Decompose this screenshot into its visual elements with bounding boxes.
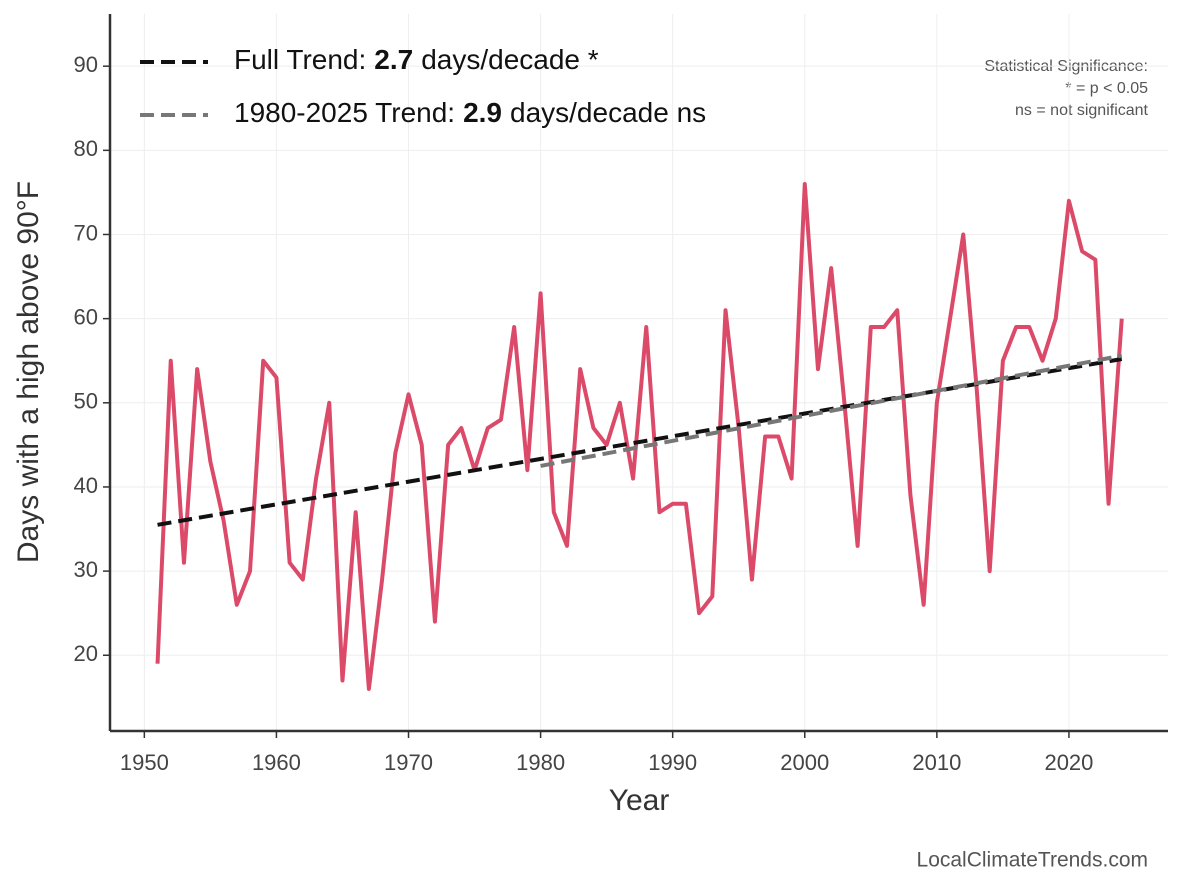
x-tick-label: 1950 (120, 750, 169, 775)
y-tick-label: 30 (74, 557, 98, 582)
annotation: * = p < 0.05 (1065, 80, 1148, 97)
trend-line (540, 353, 1123, 468)
y-tick-label: 50 (74, 389, 98, 414)
y-tick-label: 40 (74, 473, 98, 498)
y-tick-label: 80 (74, 136, 98, 161)
legend-name: 1980-2025 Trend: (234, 97, 455, 128)
x-tick-label: 2000 (780, 750, 829, 775)
x-tick-label: 2020 (1044, 750, 1093, 775)
y-tick-label: 60 (74, 304, 98, 329)
y-axis-label: Days with a high above 90°F (12, 181, 45, 563)
x-tick-label: 1960 (252, 750, 301, 775)
trend-line (157, 357, 1123, 527)
y-tick-label: 20 (74, 641, 98, 666)
y-tick-label: 90 (74, 52, 98, 77)
x-tick-label: 1980 (516, 750, 565, 775)
legend-unit: days/decade * (421, 44, 599, 75)
legend-unit: days/decade ns (510, 97, 706, 128)
data-line (155, 181, 1124, 691)
x-tick-label: 1990 (648, 750, 697, 775)
x-tick-label: 2010 (912, 750, 961, 775)
legend-label: 1980-2025 Trend: 2.9 days/decade ns (234, 97, 706, 128)
annotation: Statistical Significance: (984, 58, 1148, 75)
x-axis-label: Year (609, 784, 670, 817)
legend-label: Full Trend: 2.7 days/decade * (234, 44, 599, 75)
y-tick-label: 70 (74, 220, 98, 245)
x-tick-label: 1970 (384, 750, 433, 775)
legend-trend: 2.9 (463, 97, 502, 128)
legend-name: Full Trend: (234, 44, 366, 75)
legend-trend: 2.7 (374, 44, 413, 75)
source: LocalClimateTrends.com (917, 849, 1148, 872)
annotation: ns = not significant (1015, 102, 1149, 119)
